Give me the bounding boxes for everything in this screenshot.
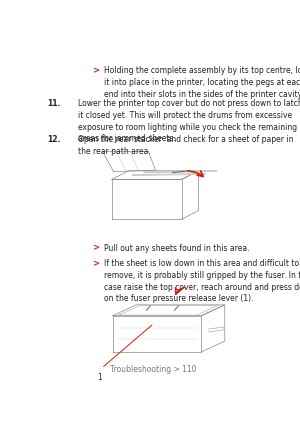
Text: If the sheet is low down in this area and difficult to
remove, it is probably st: If the sheet is low down in this area an… [104,259,300,303]
Text: Open the rear stacker  and check for a sheet of paper in
the rear path area.: Open the rear stacker and check for a sh… [78,135,294,155]
Text: >: > [92,259,99,268]
Text: Pull out any sheets found in this area.: Pull out any sheets found in this area. [104,243,249,252]
Text: 1: 1 [98,372,102,381]
Text: Holding the complete assembly by its top centre, lower
it into place in the prin: Holding the complete assembly by its top… [104,66,300,98]
Text: 11.: 11. [47,99,60,108]
Text: >: > [92,66,99,75]
Text: Lower the printer top cover but do not press down to latch
it closed yet. This w: Lower the printer top cover but do not p… [78,99,300,143]
Text: Troubleshooting > 110: Troubleshooting > 110 [110,364,197,373]
Text: >: > [92,243,99,252]
Text: 12.: 12. [47,135,60,144]
